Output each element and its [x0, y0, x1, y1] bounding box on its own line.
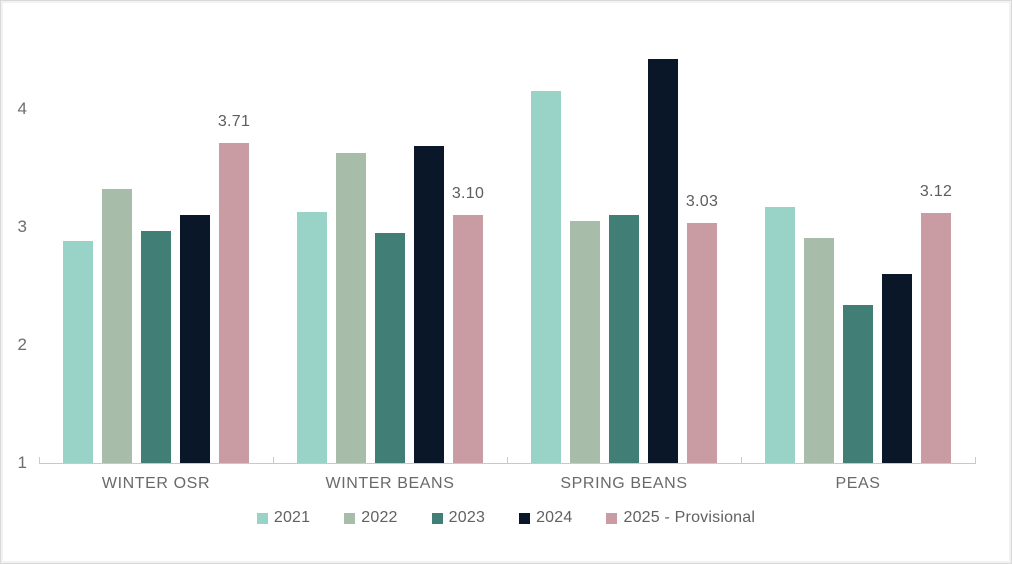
bar-2021-spring-beans[interactable] — [531, 91, 561, 463]
bar-2025-winter-beans[interactable] — [453, 215, 483, 463]
y-axis-tick-label: 2 — [17, 335, 27, 354]
legend-label: 2024 — [536, 509, 573, 526]
x-axis-category-label: WINTER BEANS — [325, 475, 455, 492]
data-label: 3.71 — [217, 113, 251, 131]
bar-2023-winter-osr[interactable] — [141, 230, 171, 463]
y-axis-tick-label: 4 — [17, 99, 27, 118]
y-axis-tick-label: 1 — [17, 453, 27, 472]
legend-label: 2021 — [273, 509, 311, 526]
bar-2023-winter-beans[interactable] — [375, 232, 405, 463]
legend-item-2024[interactable]: 2024 — [519, 509, 572, 527]
bar-2024-winter-osr[interactable] — [180, 215, 210, 463]
bar-2025-spring-beans[interactable] — [687, 223, 717, 463]
legend-swatch — [519, 512, 531, 524]
legend-swatch — [344, 512, 356, 524]
y-axis-tick-label: 3 — [17, 217, 27, 236]
x-axis-tick-mark — [273, 457, 274, 464]
bar-2021-winter-osr[interactable] — [63, 241, 93, 463]
bar-2022-peas[interactable] — [804, 237, 834, 463]
x-axis-category-label: SPRING BEANS — [560, 475, 688, 492]
x-axis-tick-mark — [39, 457, 40, 464]
x-axis-category-label: WINTER OSR — [101, 475, 211, 492]
bar-2023-spring-beans[interactable] — [609, 215, 639, 463]
x-axis-tick-mark — [507, 457, 508, 464]
bar-2021-winter-beans[interactable] — [297, 211, 327, 463]
legend-label: 2023 — [448, 509, 486, 526]
bar-2025-winter-osr[interactable] — [219, 143, 249, 463]
data-label: 3.03 — [685, 193, 719, 211]
bar-2024-spring-beans[interactable] — [648, 59, 678, 463]
data-label: 3.12 — [919, 182, 953, 200]
bar-2023-peas[interactable] — [843, 304, 873, 463]
legend-swatch — [256, 512, 268, 524]
bar-2025-peas[interactable] — [921, 212, 951, 463]
data-label: 3.10 — [451, 185, 485, 203]
legend-item-2022[interactable]: 2022 — [344, 509, 397, 527]
x-axis-tick-mark — [741, 457, 742, 464]
legend-item-2023[interactable]: 2023 — [431, 509, 486, 527]
bar-2021-peas[interactable] — [765, 206, 795, 463]
x-axis-category-label: PEAS — [835, 475, 881, 492]
legend-swatch — [431, 512, 443, 524]
bar-2022-winter-osr[interactable] — [102, 189, 132, 463]
legend: 2021 2022 2023 2024 2025 - Provisional — [1, 509, 1011, 527]
legend-swatch — [606, 512, 618, 524]
bar-2022-winter-beans[interactable] — [336, 152, 366, 463]
legend-item-2025[interactable]: 2025 - Provisional — [606, 509, 755, 527]
bar-2024-winter-beans[interactable] — [414, 145, 444, 463]
bar-2022-spring-beans[interactable] — [570, 221, 600, 463]
legend-label: 2022 — [361, 509, 398, 526]
legend-item-2021[interactable]: 2021 — [256, 509, 311, 527]
x-axis-tick-mark — [975, 457, 976, 464]
legend-label: 2025 - Provisional — [623, 509, 756, 526]
bar-2024-peas[interactable] — [882, 274, 912, 463]
